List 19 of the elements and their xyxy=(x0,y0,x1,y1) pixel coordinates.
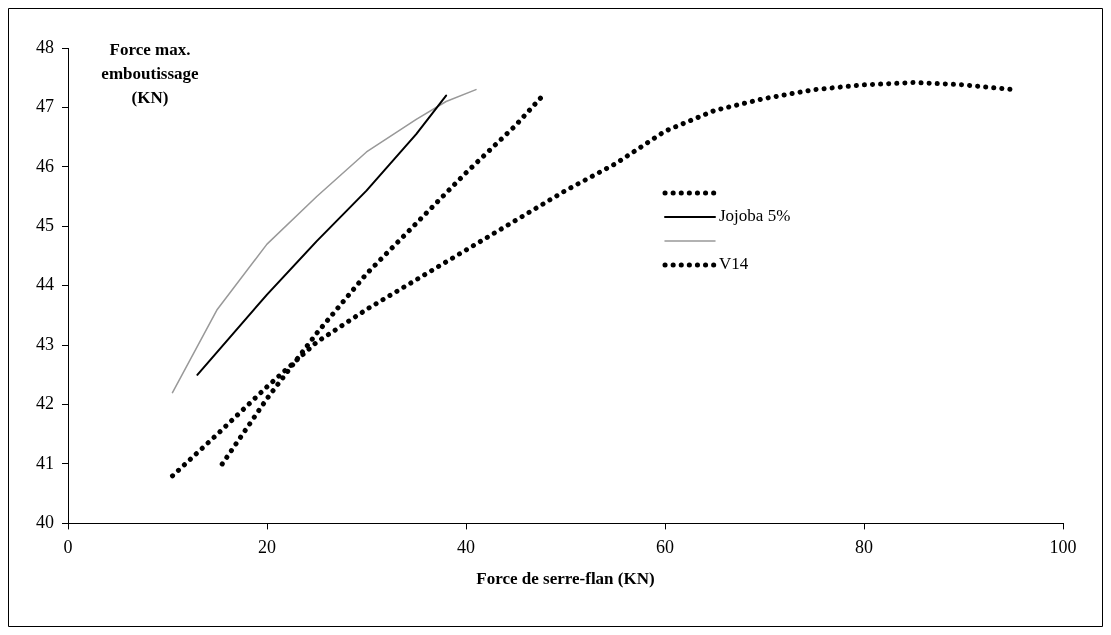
x-tick-label: 100 xyxy=(1049,536,1077,557)
y-axis-title: Force max. emboutissage (KN) xyxy=(101,39,200,107)
y-tick-label: 43 xyxy=(36,333,54,354)
x-tick-label: 0 xyxy=(63,536,73,557)
x-tick-label: 40 xyxy=(457,536,475,557)
y-tick-label: 46 xyxy=(36,155,54,176)
y-tick-label: 40 xyxy=(36,512,54,533)
y-tick-label: 48 xyxy=(36,36,54,57)
x-tick-label: 60 xyxy=(656,536,674,557)
y-tick-label: 42 xyxy=(36,393,54,414)
x-tick-label: 20 xyxy=(258,536,276,557)
y-tick-label: 47 xyxy=(36,96,54,117)
legend-label: V14 xyxy=(719,254,749,274)
y-tick-label: 41 xyxy=(36,452,54,473)
y-tick-label: 44 xyxy=(36,274,54,295)
x-tick-label: 80 xyxy=(855,536,873,557)
y-tick-label: 45 xyxy=(36,215,54,236)
legend-label: Jojoba 5% xyxy=(719,206,791,226)
x-axis-title: Force de serre-flan (KN) xyxy=(476,569,655,589)
